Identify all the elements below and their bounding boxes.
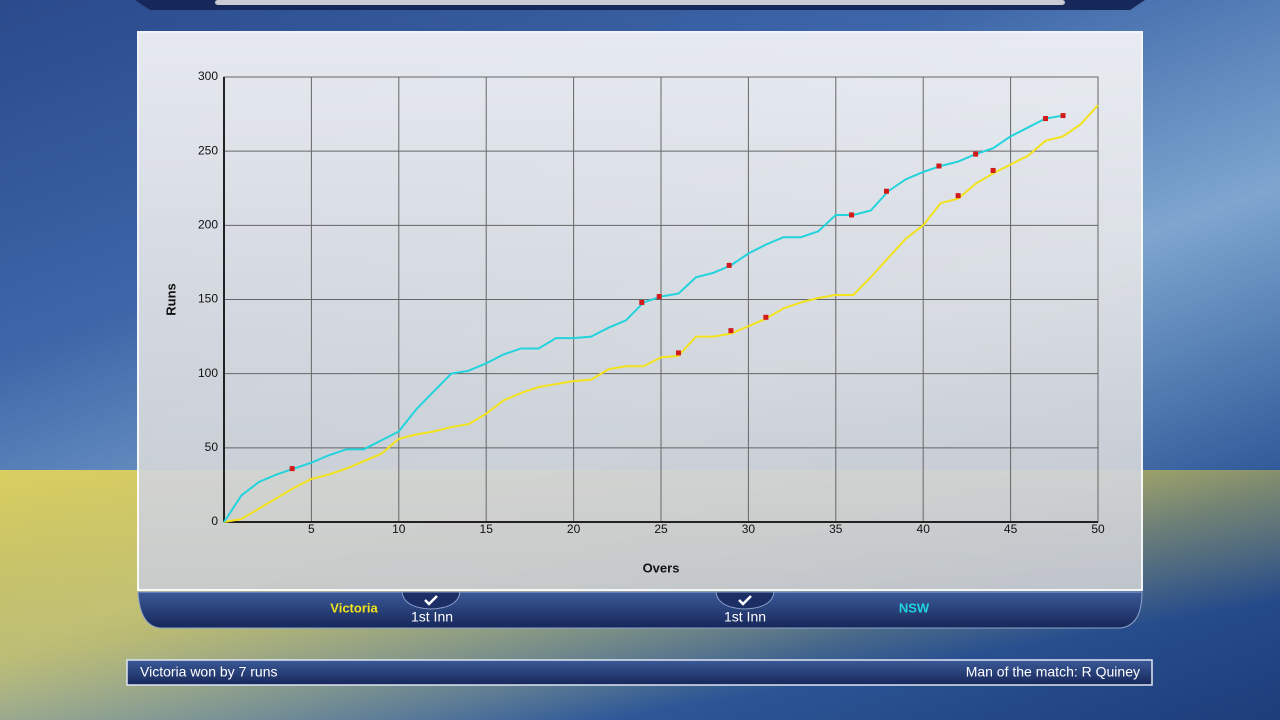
- y-tick-label: 300: [198, 69, 218, 83]
- wicket-marker: [1043, 116, 1049, 122]
- wicket-marker: [883, 188, 889, 194]
- team-bar: [137, 591, 1143, 629]
- result: Victoria won by 7 runs: [140, 664, 277, 680]
- x-tick-label: 10: [392, 522, 406, 536]
- wicket-marker: [675, 350, 681, 356]
- series-line: [223, 104, 1099, 523]
- check-icon: [424, 595, 438, 606]
- tab-label[interactable]: 1st Inn: [724, 609, 766, 625]
- top-bar-inset: [215, 0, 1065, 5]
- status-bar: [126, 659, 1153, 686]
- wicket-marker: [1060, 113, 1066, 119]
- y-tick-label: 50: [205, 440, 219, 454]
- wicket-marker: [639, 299, 645, 305]
- x-axis-label: Overs: [643, 560, 680, 575]
- wicket-marker: [656, 294, 662, 300]
- wicket-marker: [973, 151, 979, 157]
- chart-panel: [137, 31, 1143, 591]
- y-tick-label: 0: [211, 514, 218, 528]
- plot: 0 50 100 150 200 250 300 5 10 15 20 25 30 35 40 45 50 Ove…: [163, 69, 1105, 575]
- y-tick-label: 250: [198, 143, 218, 157]
- wicket-marker: [289, 466, 295, 472]
- y-tick-label: 100: [198, 366, 218, 380]
- y-tick-label: 150: [198, 292, 218, 306]
- x-tick-label: 35: [829, 522, 843, 536]
- wicket-marker: [849, 212, 855, 218]
- y-tick-label: 200: [198, 218, 218, 232]
- tab-label[interactable]: 1st Inn: [411, 609, 453, 625]
- wicket-marker: [763, 314, 769, 320]
- x-tick-label: 45: [1004, 522, 1018, 536]
- legend-entry: Victoria: [330, 600, 378, 615]
- x-tick-label: 20: [567, 522, 581, 536]
- x-tick-label: 5: [308, 522, 315, 536]
- wicket-marker: [955, 193, 961, 199]
- x-tick-label: 25: [654, 522, 668, 536]
- x-tick-label: 50: [1091, 522, 1105, 536]
- wicket-marker: [726, 262, 732, 268]
- y-axis-label: Runs: [163, 283, 178, 316]
- legend-entry: NSW: [899, 600, 930, 615]
- award: Man of the match: R Quiney: [966, 664, 1140, 680]
- wicket-marker: [936, 163, 942, 169]
- wicket-marker: [990, 167, 996, 173]
- check-icon: [738, 595, 752, 606]
- x-tick-label: 15: [480, 522, 494, 536]
- wicket-marker: [728, 328, 734, 334]
- x-tick-label: 30: [742, 522, 756, 536]
- x-tick-label: 40: [917, 522, 931, 536]
